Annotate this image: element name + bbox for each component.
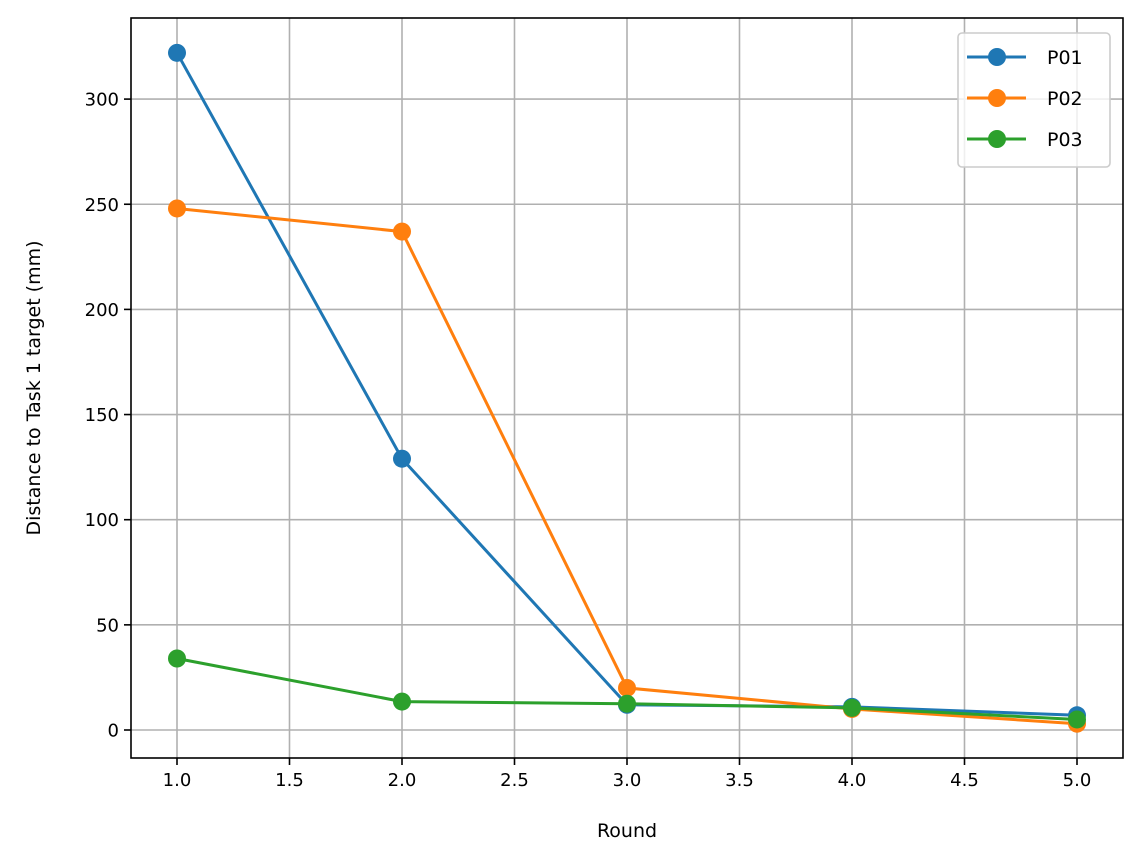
y-tick-label: 150 bbox=[85, 405, 119, 426]
y-tick-label: 250 bbox=[85, 195, 119, 216]
data-point-marker bbox=[393, 692, 411, 711]
x-tick-label: 1.5 bbox=[275, 770, 304, 791]
y-tick-label: 100 bbox=[85, 510, 119, 531]
y-tick-label: 200 bbox=[85, 300, 119, 321]
data-point-marker bbox=[843, 698, 861, 717]
x-tick-label: 1.0 bbox=[163, 770, 192, 791]
data-point-marker bbox=[393, 449, 411, 468]
legend-label: P03 bbox=[1047, 129, 1083, 151]
x-tick-label: 3.5 bbox=[725, 770, 754, 791]
x-tick-label: 2.0 bbox=[388, 770, 417, 791]
x-tick-label: 2.5 bbox=[500, 770, 529, 791]
y-tick-label: 50 bbox=[96, 615, 119, 636]
legend-label: P02 bbox=[1047, 88, 1083, 110]
grid-lines bbox=[131, 18, 1123, 758]
data-point-marker bbox=[618, 694, 636, 713]
series-p03 bbox=[168, 649, 1086, 729]
data-point-marker bbox=[1068, 710, 1086, 729]
data-point-marker bbox=[168, 43, 186, 62]
legend-marker-icon bbox=[988, 89, 1006, 107]
y-axis-ticks: 0 50 100 150 200 250 300 bbox=[85, 90, 131, 742]
legend-entry-p03: P03 bbox=[967, 129, 1083, 151]
x-tick-label: 4.5 bbox=[950, 770, 979, 791]
data-point-marker bbox=[393, 222, 411, 241]
y-tick-label: 300 bbox=[85, 90, 119, 111]
x-axis-ticks: 1.0 1.5 2.0 2.5 3.0 3.5 4.0 4.5 5.0 bbox=[163, 758, 1092, 791]
legend-entry-p01: P01 bbox=[967, 47, 1083, 69]
data-point-marker bbox=[168, 199, 186, 218]
data-series bbox=[168, 43, 1086, 733]
legend-box bbox=[957, 32, 1111, 168]
x-axis-label: Round bbox=[597, 820, 657, 842]
y-axis-label: Distance to Task 1 target (mm) bbox=[23, 240, 45, 535]
data-point-marker bbox=[168, 649, 186, 668]
legend-entry-p02: P02 bbox=[967, 88, 1083, 110]
y-tick-label: 0 bbox=[108, 721, 119, 742]
x-tick-label: 4.0 bbox=[838, 770, 867, 791]
x-tick-label: 5.0 bbox=[1063, 770, 1092, 791]
legend-marker-icon bbox=[988, 130, 1006, 148]
legend-label: P01 bbox=[1047, 47, 1083, 69]
x-tick-label: 3.0 bbox=[613, 770, 642, 791]
data-point-marker bbox=[618, 678, 636, 697]
legend: P01 P02 P03 bbox=[957, 32, 1111, 168]
legend-marker-icon bbox=[988, 48, 1006, 66]
